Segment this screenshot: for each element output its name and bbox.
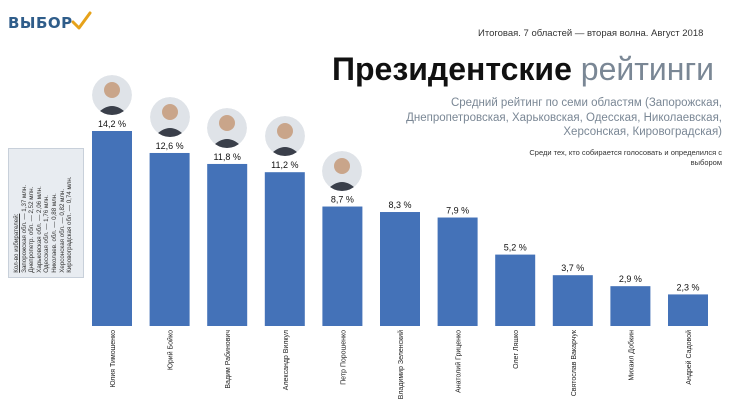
checkmark-icon bbox=[71, 11, 92, 30]
value-label: 2,3 % bbox=[676, 282, 699, 292]
portrait-image bbox=[322, 150, 363, 191]
title-bold: Президентские bbox=[332, 51, 572, 87]
bar bbox=[668, 294, 708, 326]
bar bbox=[264, 172, 305, 326]
portrait-image bbox=[264, 116, 305, 157]
page-title: Президентские рейтинги bbox=[332, 52, 714, 86]
bar bbox=[437, 217, 478, 326]
candidate-label: Петр Порошенко bbox=[340, 330, 347, 385]
bar bbox=[610, 286, 651, 326]
logo-text: ВЫБОР bbox=[8, 14, 73, 32]
title-light: рейтинги bbox=[580, 51, 714, 87]
portrait-image bbox=[149, 96, 190, 137]
bar bbox=[380, 212, 420, 326]
candidate-label: Михаил Добкин bbox=[627, 330, 635, 381]
chart-subtitle: Средний рейтинг по семи областям (Запоро… bbox=[406, 97, 722, 138]
bar bbox=[495, 254, 536, 326]
value-label: 11,2 % bbox=[271, 160, 298, 170]
bar bbox=[149, 152, 190, 326]
portrait-image bbox=[207, 107, 248, 148]
value-label: 11,8 % bbox=[214, 152, 241, 162]
value-label: 7,9 % bbox=[446, 206, 469, 216]
bar bbox=[207, 163, 248, 326]
value-label: 12,6 % bbox=[156, 141, 184, 151]
candidate-label: Владимир Зеленский bbox=[397, 330, 405, 399]
value-label: 3,7 % bbox=[561, 263, 584, 273]
voters-box: Кол-во избирателей: Запорожская обл. — 1… bbox=[8, 148, 84, 278]
value-label: 5,2 % bbox=[504, 243, 527, 253]
candidate-label: Юлия Тимошенко bbox=[110, 330, 117, 388]
portrait-image bbox=[92, 75, 132, 115]
bar bbox=[322, 206, 363, 326]
bar bbox=[552, 275, 593, 326]
candidate-label: Анатолий Гриценко bbox=[455, 330, 463, 393]
bar bbox=[92, 131, 132, 326]
value-label: 2,9 % bbox=[619, 274, 642, 284]
logo: ВЫБОР bbox=[8, 6, 92, 42]
survey-wave: Итоговая. 7 областей — вторая волна. Авг… bbox=[478, 28, 704, 39]
candidate-label: Олег Ляшко bbox=[513, 330, 520, 369]
candidate-label: Александр Вилкул bbox=[283, 330, 290, 390]
candidate-label: Вадим Рабинович bbox=[224, 330, 232, 389]
candidate-label: Святослав Вакарчук bbox=[571, 329, 578, 396]
value-label: 14,2 % bbox=[98, 119, 126, 129]
value-label: 8,3 % bbox=[388, 200, 411, 210]
candidate-label: Андрей Садовой bbox=[685, 330, 693, 385]
value-label: 8,7 % bbox=[331, 195, 354, 205]
candidate-label: Юрий Бойко bbox=[167, 330, 175, 370]
chart-note: Среди тех, кто собирается голосовать и о… bbox=[529, 148, 722, 167]
